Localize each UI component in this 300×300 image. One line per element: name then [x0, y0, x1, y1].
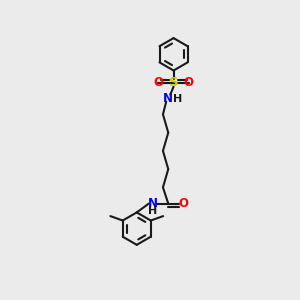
Text: O: O [153, 76, 163, 89]
Text: N: N [163, 92, 173, 105]
Text: N: N [148, 197, 158, 210]
Text: H: H [148, 206, 157, 216]
Text: O: O [178, 197, 189, 210]
Text: S: S [169, 76, 178, 89]
Text: O: O [184, 76, 194, 89]
Text: H: H [173, 94, 182, 104]
